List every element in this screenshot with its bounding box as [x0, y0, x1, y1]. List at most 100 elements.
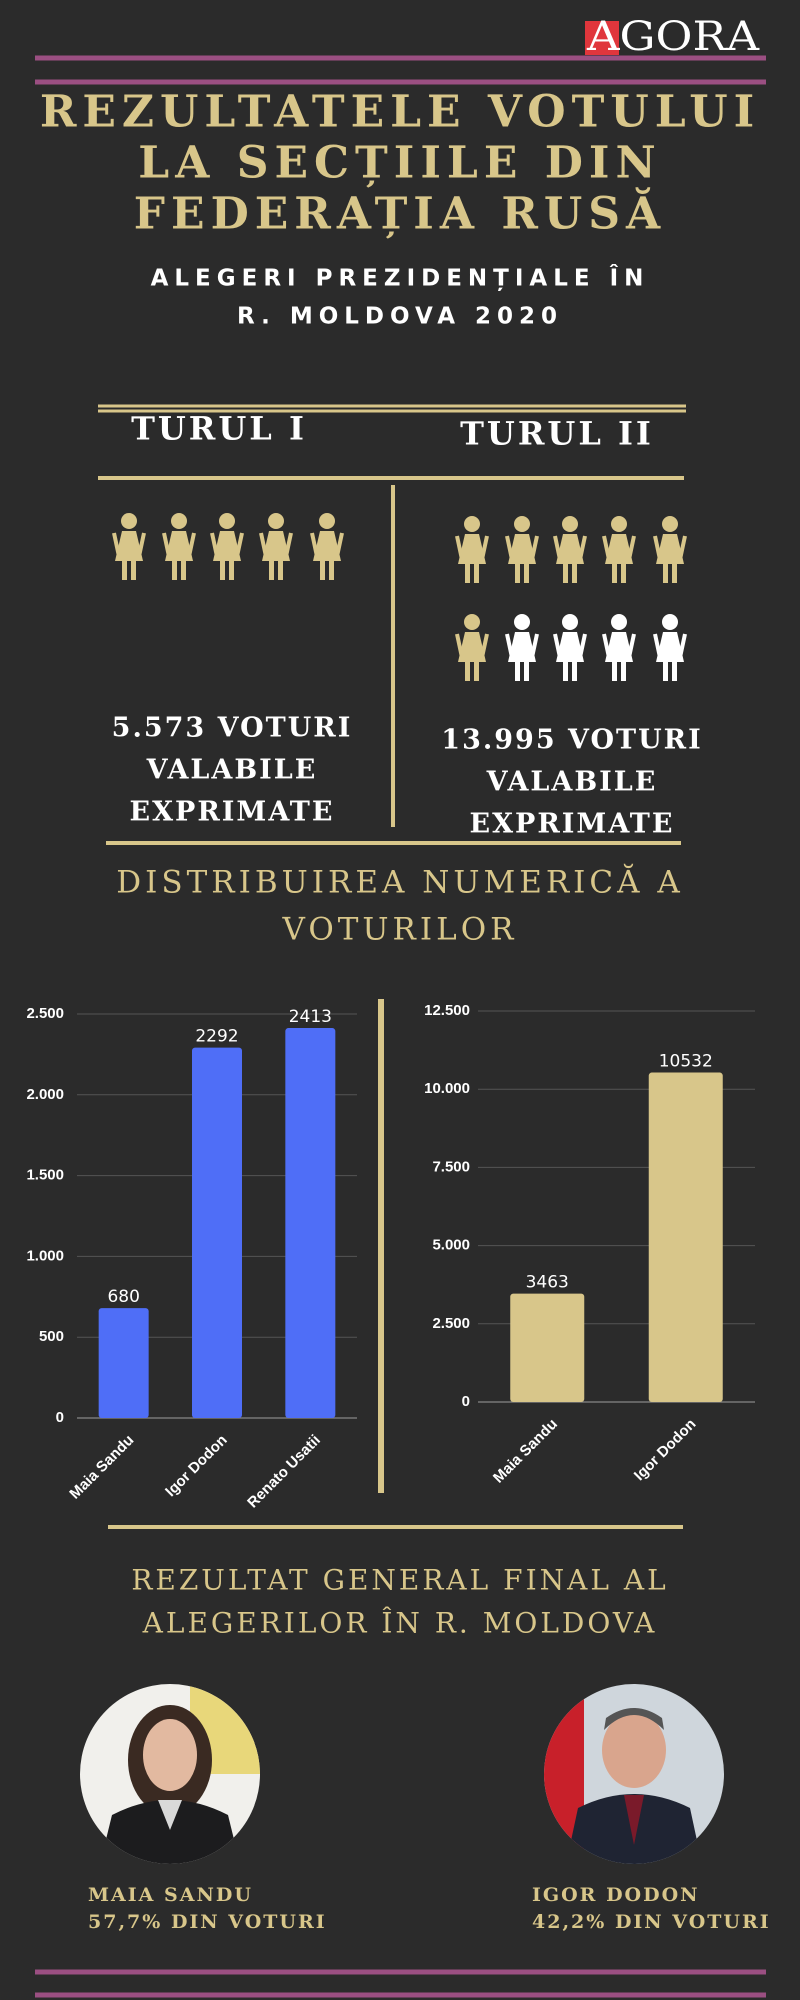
y-tick-label: 0: [56, 1409, 64, 1426]
icon-head: [562, 516, 578, 532]
y-tick-label: 5.000: [432, 1237, 470, 1254]
icon-leg: [320, 560, 325, 580]
icon-leg: [131, 560, 136, 580]
icon-leg: [563, 661, 568, 681]
bar: [285, 1028, 336, 1418]
icon-head: [611, 516, 627, 532]
icon-arm: [530, 633, 539, 658]
icon-arm: [112, 532, 121, 557]
icon-leg: [621, 563, 626, 583]
icon-arm: [455, 633, 464, 658]
title-line: LA SECȚIILE DIN: [138, 138, 661, 189]
title-line: REZULTATELE VOTULUI: [40, 87, 760, 138]
icon-leg: [621, 661, 626, 681]
y-tick-label: 0: [462, 1393, 470, 1410]
icon-body: [556, 632, 584, 662]
icon-leg: [474, 563, 479, 583]
round-label: TURUL I: [131, 410, 307, 448]
candidate-result: 57,7% DIN VOTURI: [88, 1911, 327, 1933]
icon-arm: [137, 532, 146, 557]
icon-leg: [672, 563, 677, 583]
photo-sandu: [80, 1684, 260, 1864]
icon-body: [556, 534, 584, 564]
icon-arm: [284, 532, 293, 557]
icon-body: [656, 632, 684, 662]
icon-arm: [187, 532, 196, 557]
icon-head: [662, 516, 678, 532]
icon-leg: [220, 560, 225, 580]
person-icon: [112, 513, 146, 580]
person-icon: [505, 516, 539, 583]
icon-leg: [572, 661, 577, 681]
icon-body: [508, 534, 536, 564]
icon-body: [165, 531, 193, 561]
icon-head: [464, 614, 480, 630]
y-tick-label: 10.000: [424, 1080, 470, 1097]
icon-leg: [672, 661, 677, 681]
icon-arm: [162, 532, 171, 557]
y-tick-label: 12.500: [424, 1002, 470, 1019]
candidate-name: MAIA SANDU: [88, 1884, 253, 1906]
icon-body: [115, 531, 143, 561]
icon-head: [562, 614, 578, 630]
icon-arm: [335, 532, 344, 557]
icon-arm: [530, 535, 539, 560]
person-icon: [162, 513, 196, 580]
person-icon: [553, 614, 587, 681]
icon-arm: [235, 532, 244, 557]
icon-leg: [515, 563, 520, 583]
icon-leg: [465, 563, 470, 583]
icon-arm: [602, 535, 611, 560]
icon-arm: [627, 535, 636, 560]
icon-head: [219, 513, 235, 529]
section-title: VOTURILOR: [282, 912, 518, 948]
title-line: FEDERAȚIA RUSĂ: [134, 187, 666, 240]
person-icon: [505, 614, 539, 681]
candidate-result: 42,2% DIN VOTURI: [532, 1911, 771, 1933]
bar: [192, 1047, 242, 1418]
icon-head: [464, 516, 480, 532]
icon-leg: [269, 560, 274, 580]
icon-head: [121, 513, 137, 529]
bar: [510, 1293, 585, 1402]
icon-arm: [653, 633, 662, 658]
candidate-name: IGOR DODON: [532, 1884, 700, 1906]
logo: AGORA: [586, 14, 760, 60]
photo-dodon: [544, 1684, 724, 1864]
icon-leg: [612, 563, 617, 583]
icon-leg: [515, 661, 520, 681]
person-icon: [553, 516, 587, 583]
icon-arm: [505, 535, 514, 560]
icon-leg: [524, 563, 529, 583]
y-tick-label: 1.500: [26, 1167, 64, 1184]
y-tick-label: 2.000: [26, 1086, 64, 1103]
icon-leg: [229, 560, 234, 580]
section-title: DISTRIBUIREA NUMERICĂ A: [116, 863, 684, 901]
person-icon: [455, 614, 489, 681]
value-label: 2292: [195, 1027, 238, 1047]
icon-arm: [259, 532, 268, 557]
icon-head: [611, 614, 627, 630]
icon-arm: [480, 535, 489, 560]
icon-arm: [455, 535, 464, 560]
icon-arm: [480, 633, 489, 658]
icon-head: [171, 513, 187, 529]
icon-leg: [329, 560, 334, 580]
icon-head: [662, 614, 678, 630]
section-title: ALEGERILOR ÎN R. MOLDOVA: [142, 1607, 658, 1640]
person-icon: [310, 513, 344, 580]
icon-leg: [465, 661, 470, 681]
bar: [648, 1072, 723, 1402]
icon-body: [656, 534, 684, 564]
round-label: TURUL II: [460, 415, 654, 453]
y-tick-label: 2.500: [26, 1005, 64, 1022]
votes-text: EXPRIMATE: [470, 809, 675, 840]
icon-leg: [122, 560, 127, 580]
icon-arm: [210, 532, 219, 557]
icon-head: [268, 513, 284, 529]
icon-leg: [474, 661, 479, 681]
votes-text: VALABILE: [486, 767, 658, 798]
icon-body: [213, 531, 241, 561]
icon-arm: [627, 633, 636, 658]
person-icon: [259, 513, 293, 580]
